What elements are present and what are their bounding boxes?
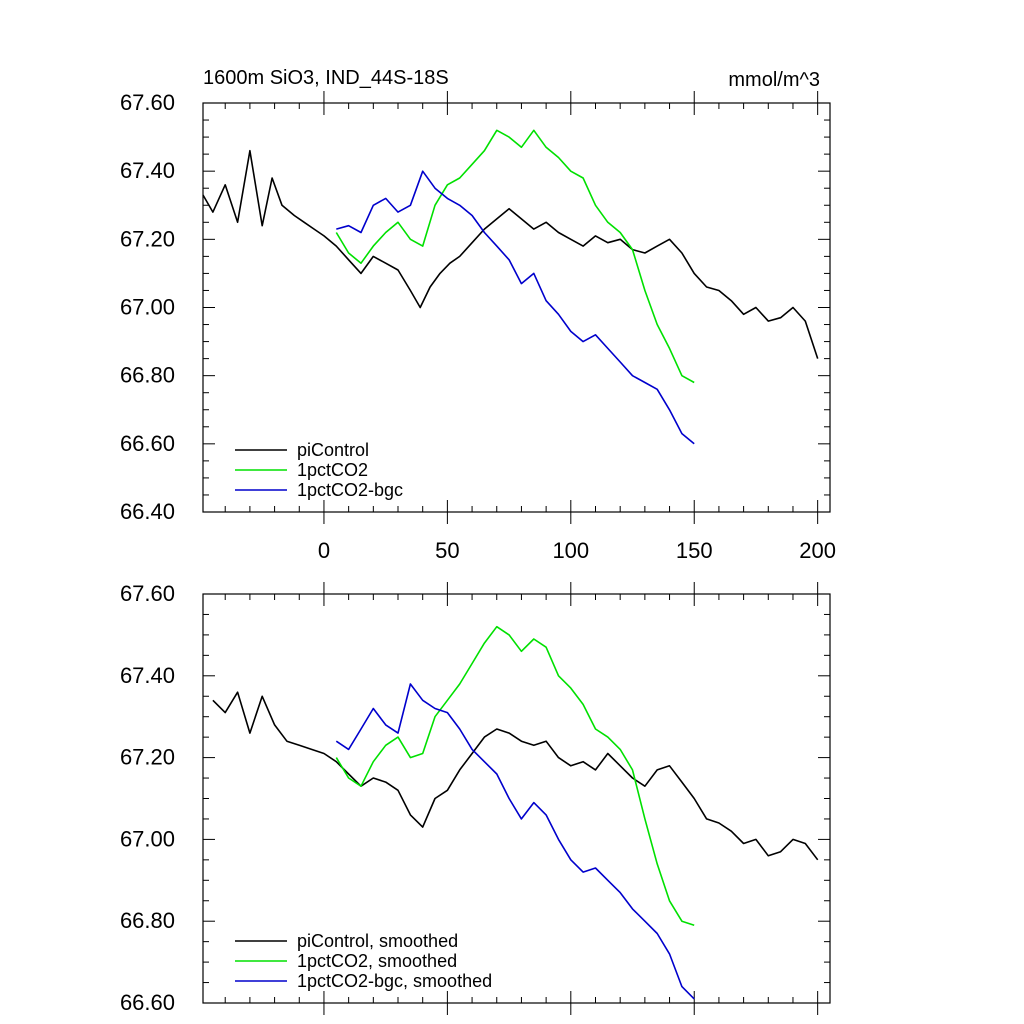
y-tick-label: 67.60 bbox=[120, 90, 175, 115]
series-line-1pctco2-bgc bbox=[335, 683, 695, 1000]
legend-label: 1pctCO2-bgc, smoothed bbox=[297, 971, 492, 991]
x-tick-label: 0 bbox=[318, 538, 330, 563]
y-tick-label: 66.80 bbox=[120, 363, 175, 388]
chart-title: 1600m SiO3, IND_44S-18S bbox=[203, 67, 449, 89]
x-tick-label: 100 bbox=[552, 538, 589, 563]
units-label: mmol/m^3 bbox=[728, 69, 820, 91]
y-tick-label: 66.60 bbox=[120, 990, 175, 1015]
x-tick-label: 200 bbox=[799, 538, 836, 563]
y-tick-label: 67.20 bbox=[120, 745, 175, 770]
y-tick-label: 66.40 bbox=[120, 499, 175, 524]
top-panel: 66.40 66.60 66.80 67.00 67.20 67.40 67.60 0 50 10… bbox=[120, 90, 836, 563]
y-tick-label: 67.40 bbox=[120, 663, 175, 688]
y-tick-label: 66.80 bbox=[120, 908, 175, 933]
series-line-picontrol bbox=[212, 691, 819, 861]
series-line-1pctco2 bbox=[335, 129, 695, 384]
legend-label: piControl bbox=[297, 440, 369, 460]
y-tick-label: 67.20 bbox=[120, 226, 175, 251]
y-tick-label: 67.60 bbox=[120, 581, 175, 606]
series-line-picontrol bbox=[202, 149, 819, 359]
y-tick-label: 67.00 bbox=[120, 295, 175, 320]
x-tick-label: 50 bbox=[435, 538, 459, 563]
series-line-1pctco2 bbox=[335, 625, 695, 927]
legend-label: 1pctCO2 bbox=[297, 460, 368, 480]
y-tick-label: 67.00 bbox=[120, 826, 175, 851]
y-tick-label: 66.60 bbox=[120, 431, 175, 456]
bottom-panel: 66.60 66.80 67.00 67.20 67.40 67.60 piControl,… bbox=[120, 581, 831, 1015]
x-tick-label: 150 bbox=[676, 538, 713, 563]
legend-label: piControl, smoothed bbox=[297, 931, 458, 951]
legend-label: 1pctCO2-bgc bbox=[297, 480, 403, 500]
y-tick-label: 67.40 bbox=[120, 158, 175, 183]
series-line-1pctco2-bgc bbox=[336, 170, 695, 445]
legend-label: 1pctCO2, smoothed bbox=[297, 951, 457, 971]
